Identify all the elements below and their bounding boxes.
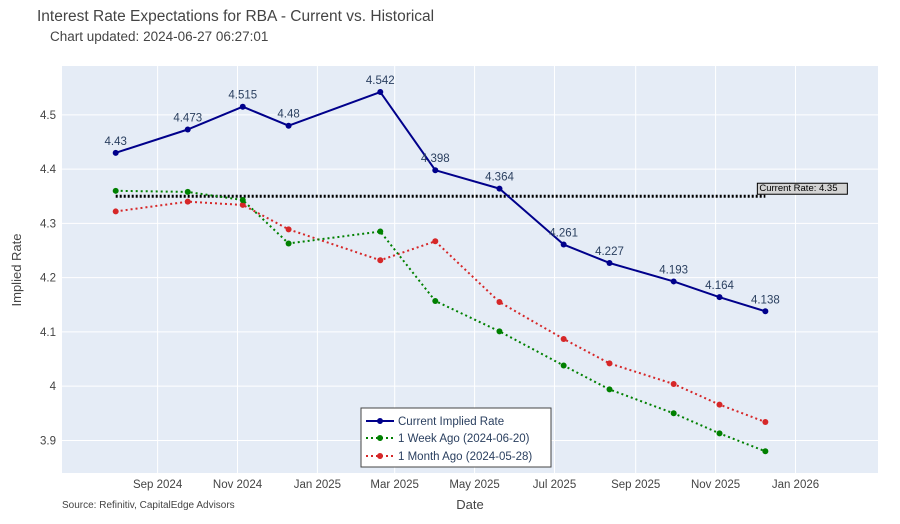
data-label: 4.43 <box>105 136 127 148</box>
x-tick-label: Jul 2025 <box>533 479 576 491</box>
legend-marker-current <box>377 418 383 424</box>
gridlines <box>62 66 878 473</box>
data-point-current-implied-rate[interactable] <box>606 259 613 266</box>
x-tick-label: Jan 2025 <box>294 479 341 491</box>
data-point-current-implied-rate[interactable] <box>432 167 439 174</box>
data-point-1-month-ago-2024-05-28[interactable] <box>496 299 503 306</box>
legend-label-week: 1 Week Ago (2024-06-20) <box>398 433 530 445</box>
legend-label-month: 1 Month Ago (2024-05-28) <box>398 451 532 463</box>
data-point-1-week-ago-2024-06-20[interactable] <box>496 328 503 335</box>
data-point-current-implied-rate[interactable] <box>112 149 119 156</box>
data-labels-layer: 4.43 4.473 4.515 4.48 4.542 4.398 4.364 4.261 4.… <box>105 75 780 306</box>
y-tick-label: 4.3 <box>40 218 56 230</box>
legend[interactable]: Current Implied Rate 1 Week Ago (2024-06… <box>360 407 552 468</box>
data-point-current-implied-rate[interactable] <box>496 185 503 192</box>
data-point-1-week-ago-2024-06-20[interactable] <box>606 386 613 393</box>
source-note: Source: Refinitiv, CapitalEdge Advisors <box>62 500 235 511</box>
y-tick-label: 4.1 <box>40 327 56 339</box>
data-point-1-month-ago-2024-05-28[interactable] <box>285 226 292 233</box>
x-tick-label: Nov 2025 <box>691 479 740 491</box>
data-label: 4.48 <box>277 109 299 121</box>
data-point-1-month-ago-2024-05-28[interactable] <box>606 360 613 367</box>
data-label: 4.473 <box>173 112 202 124</box>
data-point-1-week-ago-2024-06-20[interactable] <box>716 430 723 437</box>
data-point-1-month-ago-2024-05-28[interactable] <box>432 238 439 245</box>
chart-subtitle: Chart updated: 2024-06-27 06:27:01 <box>50 29 268 44</box>
data-point-1-week-ago-2024-06-20[interactable] <box>377 228 384 235</box>
current-rate-label-box <box>756 182 848 195</box>
data-label: 4.227 <box>595 246 624 258</box>
data-label: 4.542 <box>366 75 395 87</box>
data-point-1-month-ago-2024-05-28[interactable] <box>762 418 769 425</box>
data-point-1-month-ago-2024-05-28[interactable] <box>377 257 384 264</box>
x-tick-label: Jan 2026 <box>772 479 819 491</box>
chart-title: Interest Rate Expectations for RBA - Cur… <box>37 8 434 25</box>
data-label: 4.164 <box>705 280 734 292</box>
y-axis-ticks: 3.9 4 4.1 4.2 4.3 4.4 4.5 <box>40 110 57 448</box>
x-tick-label: Sep 2024 <box>133 479 183 491</box>
y-tick-label: 4.4 <box>40 164 57 176</box>
data-point-1-week-ago-2024-06-20[interactable] <box>762 448 769 455</box>
data-point-1-week-ago-2024-06-20[interactable] <box>112 187 119 194</box>
series-1-week-ago-2024-06-20 <box>112 187 769 455</box>
data-point-1-month-ago-2024-05-28[interactable] <box>239 201 246 208</box>
data-point-1-week-ago-2024-06-20[interactable] <box>432 297 439 304</box>
data-label: 4.261 <box>549 228 578 240</box>
data-point-current-implied-rate[interactable] <box>716 294 723 301</box>
data-label: 4.515 <box>228 90 257 102</box>
data-point-1-week-ago-2024-06-20[interactable] <box>670 410 677 417</box>
data-point-1-week-ago-2024-06-20[interactable] <box>239 197 246 204</box>
y-tick-label: 3.9 <box>40 435 56 447</box>
y-tick-label: 4 <box>50 381 57 393</box>
data-point-1-month-ago-2024-05-28[interactable] <box>670 381 677 388</box>
data-point-1-week-ago-2024-06-20[interactable] <box>184 188 191 195</box>
x-tick-label: Mar 2025 <box>370 479 419 491</box>
x-axis-ticks: Sep 2024 Nov 2024 Jan 2025 Mar 2025 May 2025… <box>133 479 819 491</box>
x-tick-label: Nov 2024 <box>213 479 263 491</box>
legend-item-current[interactable]: Current Implied Rate <box>366 416 504 428</box>
data-label: 4.364 <box>485 172 514 184</box>
x-tick-label: Sep 2025 <box>611 479 660 491</box>
data-label: 4.138 <box>751 294 780 306</box>
data-point-current-implied-rate[interactable] <box>377 89 384 96</box>
legend-label-current: Current Implied Rate <box>398 416 504 428</box>
data-point-current-implied-rate[interactable] <box>184 126 191 133</box>
data-label: 4.193 <box>659 264 688 276</box>
data-point-current-implied-rate[interactable] <box>762 308 769 315</box>
data-point-1-month-ago-2024-05-28[interactable] <box>112 208 119 215</box>
data-point-1-month-ago-2024-05-28[interactable] <box>560 335 567 342</box>
y-tick-label: 4.5 <box>40 110 56 122</box>
legend-marker-month <box>377 453 383 459</box>
series-current-implied-rate <box>112 89 769 315</box>
series-line-current-implied-rate <box>115 91 766 313</box>
series-layer <box>112 89 769 455</box>
series-1-month-ago-2024-05-28 <box>112 198 769 425</box>
y-axis-title: Implied Rate <box>9 234 24 307</box>
data-point-1-week-ago-2024-06-20[interactable] <box>285 240 292 247</box>
x-axis-title: Date <box>456 497 483 512</box>
data-point-current-implied-rate[interactable] <box>560 241 567 248</box>
data-point-current-implied-rate[interactable] <box>239 103 246 110</box>
data-point-1-month-ago-2024-05-28[interactable] <box>184 198 191 205</box>
data-point-current-implied-rate[interactable] <box>670 278 677 285</box>
legend-marker-week <box>377 435 383 441</box>
data-point-1-month-ago-2024-05-28[interactable] <box>716 401 723 408</box>
data-point-1-week-ago-2024-06-20[interactable] <box>560 362 567 369</box>
plot-area <box>62 66 878 473</box>
data-label: 4.398 <box>421 153 450 165</box>
legend-item-week[interactable]: 1 Week Ago (2024-06-20) <box>366 433 530 445</box>
current-rate-label: Current Rate: 4.35 <box>759 183 837 194</box>
reference-line-group: Current Rate: 4.35 <box>115 182 848 198</box>
x-tick-label: May 2025 <box>449 479 500 491</box>
y-tick-label: 4.2 <box>40 273 56 285</box>
legend-item-month[interactable]: 1 Month Ago (2024-05-28) <box>366 451 532 463</box>
data-point-current-implied-rate[interactable] <box>285 122 292 129</box>
